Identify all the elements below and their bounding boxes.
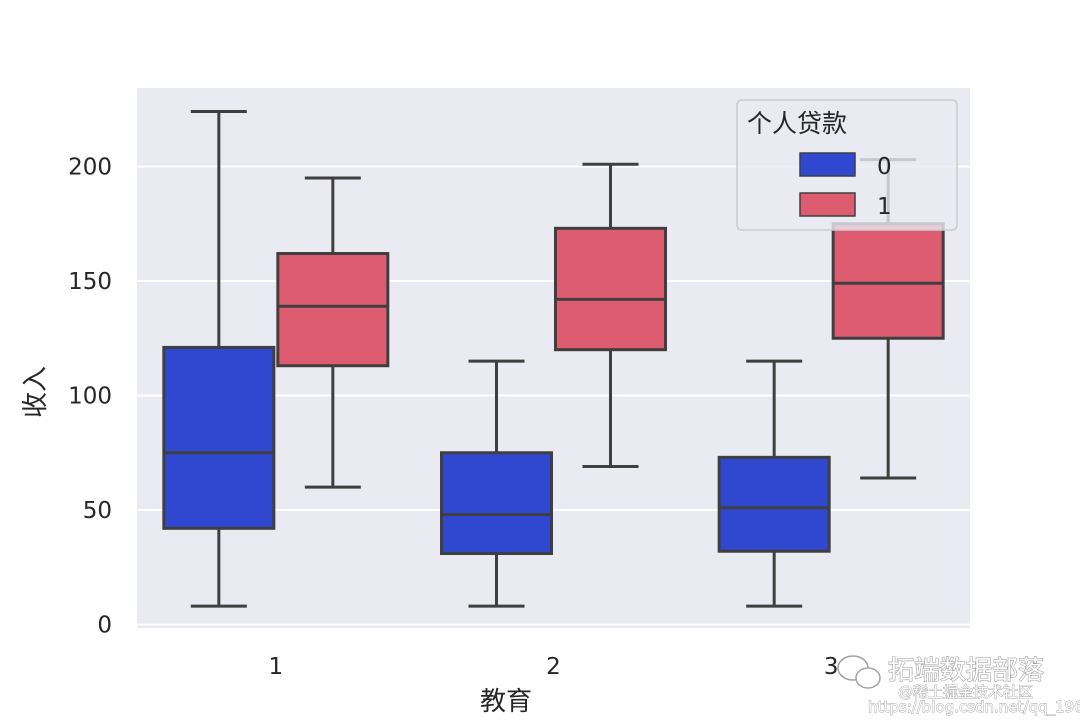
legend: 个人贷款 0 1 xyxy=(736,99,958,231)
y-tick-labels: 0 50 100 150 200 xyxy=(68,155,112,639)
iqr-box xyxy=(831,222,945,340)
watermark-url: https://blog.csdn.net/qq_19600291 xyxy=(868,698,1080,717)
x-axis-title: 教育 xyxy=(480,687,532,717)
y-tick-label-50: 50 xyxy=(83,498,112,524)
y-tick-label-200: 200 xyxy=(68,155,112,181)
y-tick-label-100: 100 xyxy=(68,384,112,410)
legend-label-0: 0 xyxy=(877,154,892,180)
wechat-icon xyxy=(837,655,881,689)
watermark-sub: @稀土掘金技术社区 xyxy=(898,683,1033,701)
iqr-box xyxy=(276,252,390,368)
legend-label-1: 1 xyxy=(877,194,892,220)
watermark: 拓端数据部落 @稀土掘金技术社区 https://blog.csdn.net/q… xyxy=(837,655,1080,717)
box-series-1-cat-3 xyxy=(831,158,945,480)
y-tick-label-150: 150 xyxy=(68,269,112,295)
x-tick-label-2: 2 xyxy=(546,654,561,680)
iqr-box xyxy=(717,455,831,553)
y-tick-label-0: 0 xyxy=(97,613,112,639)
box-series-0-cat-1 xyxy=(162,110,276,608)
x-tick-labels: 1 2 3 xyxy=(269,654,839,680)
legend-swatch-1 xyxy=(799,192,856,217)
legend-title: 个人贷款 xyxy=(747,109,847,138)
watermark-brand: 拓端数据部落 xyxy=(888,656,1044,686)
iqr-box xyxy=(162,345,276,530)
x-tick-label-3: 3 xyxy=(824,654,839,680)
iqr-box xyxy=(440,451,553,556)
x-tick-label-1: 1 xyxy=(269,654,284,680)
box-series-0-cat-2 xyxy=(440,359,553,608)
iqr-box xyxy=(554,226,667,352)
legend-swatch-0 xyxy=(799,152,856,177)
grid-lines xyxy=(137,165,970,626)
box-series-0-cat-3 xyxy=(717,359,831,608)
box-series-1-cat-1 xyxy=(276,176,390,489)
y-axis-title: 收入 xyxy=(21,366,51,418)
boxes-layer xyxy=(162,110,945,608)
box-series-1-cat-2 xyxy=(554,162,667,468)
